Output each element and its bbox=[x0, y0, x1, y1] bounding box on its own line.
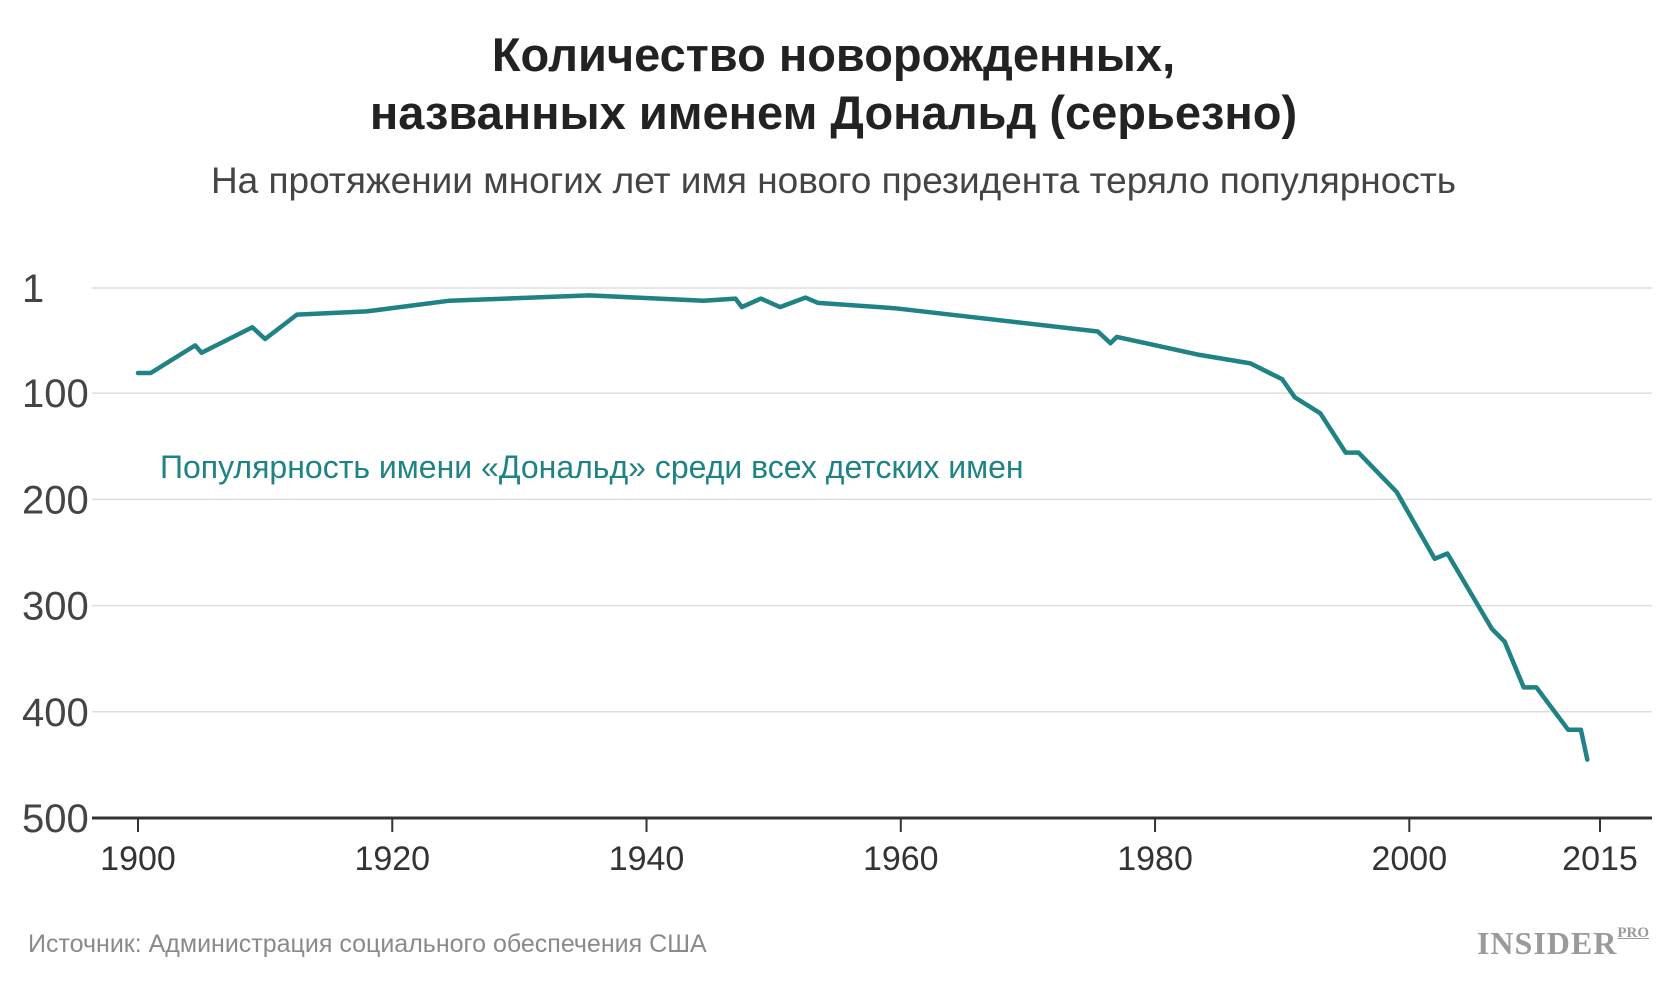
chart-title-line-1: Количество новорожденных, bbox=[491, 28, 1176, 81]
chart-title-line-2: названных именем Дональд (серьезно) bbox=[369, 86, 1298, 139]
source-note: Источник: Администрация социального обес… bbox=[28, 930, 707, 958]
y-tick-label-200: 200 bbox=[22, 478, 89, 522]
series-label: Популярность имени «Дональд» среди всех … bbox=[160, 449, 1024, 485]
gridlines bbox=[92, 287, 1652, 713]
logo-text: INSIDER bbox=[1476, 925, 1618, 961]
chart-title: Количество новорожденных, названных имен… bbox=[0, 26, 1667, 142]
series-line-0 bbox=[135, 293, 1590, 762]
insider-pro-logo: INSIDERPRO bbox=[1477, 925, 1649, 962]
series-layer bbox=[135, 293, 1590, 762]
x-tick-label-2015: 2015 bbox=[1562, 840, 1638, 878]
logo-superscript: PRO bbox=[1617, 925, 1649, 941]
x-axis: 1900 1920 1940 1960 1980 2000 2015 bbox=[92, 816, 1652, 878]
x-tick-label-1940: 1940 bbox=[609, 840, 685, 878]
x-tick-label-1980: 1980 bbox=[1117, 840, 1193, 878]
x-tick-label-1920: 1920 bbox=[354, 840, 430, 878]
x-tick-label-2000: 2000 bbox=[1371, 840, 1447, 878]
x-tick-label-1900: 1900 bbox=[100, 840, 176, 878]
y-tick-label-300: 300 bbox=[22, 585, 89, 629]
y-axis-ticks: 1 100 200 300 400 500 bbox=[22, 267, 89, 841]
y-tick-label-100: 100 bbox=[22, 372, 89, 416]
chart-subtitle: На протяжении многих лет имя нового през… bbox=[210, 160, 1457, 201]
y-tick-label-400: 400 bbox=[22, 691, 89, 735]
y-tick-label-500: 500 bbox=[22, 797, 89, 841]
y-tick-label-1: 1 bbox=[22, 267, 44, 311]
x-tick-label-1960: 1960 bbox=[863, 840, 939, 878]
